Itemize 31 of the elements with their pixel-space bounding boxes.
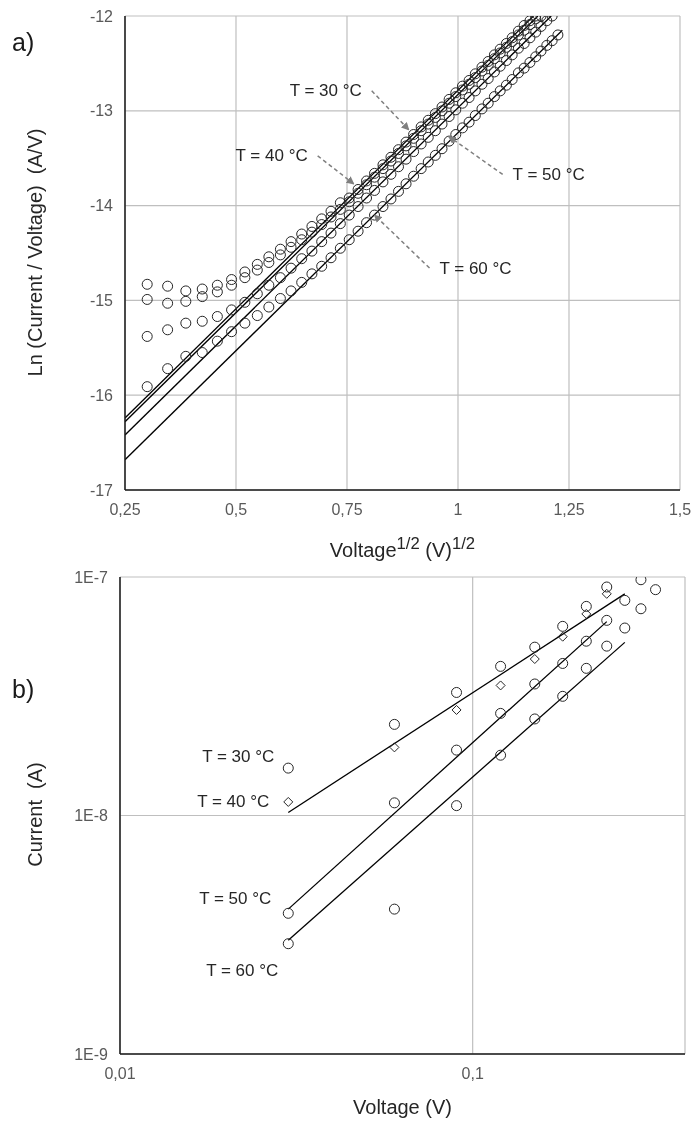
annotation: T = 30 °C — [289, 81, 362, 101]
y-tick-label: -13 — [89, 102, 114, 120]
x-tick-label: 0,75 — [331, 501, 363, 519]
x-axis-title: Voltage$^{1/2}$ (V)$^{1/2}$ — [328, 534, 477, 562]
x-tick-label: 1,25 — [553, 501, 585, 519]
x-tick-label: 1,5 — [668, 501, 692, 519]
x-tick-label: 0,25 — [109, 501, 141, 519]
text: a) — [12, 28, 35, 57]
x-tick-label: 0,5 — [224, 501, 248, 519]
annotation: T = 60 °C — [439, 258, 512, 278]
y-tick-label: 1E-9 — [74, 1045, 109, 1063]
annotation: T = 40 °C — [197, 792, 270, 812]
y-tick-label: -17 — [89, 481, 114, 499]
y-tick-label: -16 — [89, 386, 114, 404]
annotation: T = 30 °C — [202, 746, 275, 766]
y-tick-label: -15 — [89, 292, 114, 310]
text: b) — [12, 675, 35, 704]
y-tick-label: -14 — [89, 197, 114, 215]
annotation: T = 40 °C — [235, 146, 308, 166]
y-axis-title: Current (A) — [23, 762, 46, 867]
x-tick-label: 0,01 — [104, 1065, 136, 1083]
x-axis-title: Voltage (V) — [352, 1096, 453, 1119]
annotation: T = 50 °C — [199, 888, 272, 908]
y-tick-label: 1E-8 — [74, 807, 109, 825]
annotation: T = 50 °C — [512, 164, 585, 184]
y-axis-title: Ln (Current / Voltage) (A/V) — [23, 128, 46, 377]
x-tick-label: 1 — [453, 501, 463, 519]
x-tick-label: 0,1 — [461, 1065, 484, 1083]
annotation: T = 60 °C — [206, 961, 279, 981]
y-tick-label: 1E-7 — [74, 568, 109, 586]
y-tick-label: -12 — [89, 7, 114, 25]
